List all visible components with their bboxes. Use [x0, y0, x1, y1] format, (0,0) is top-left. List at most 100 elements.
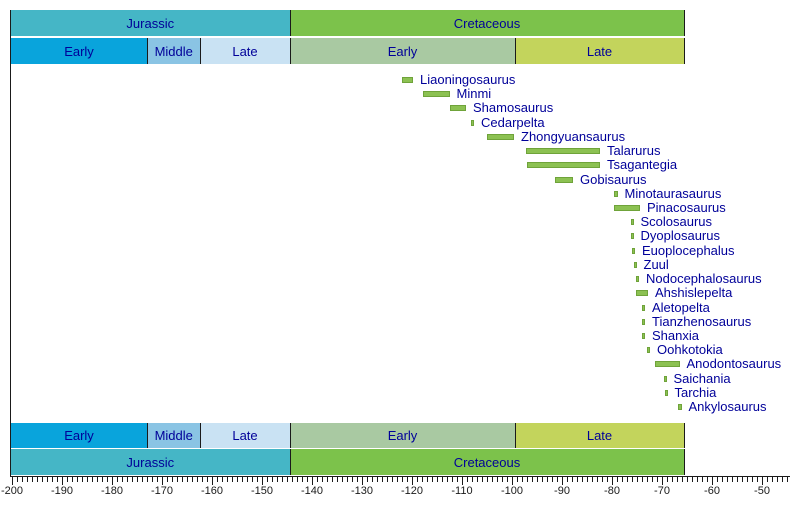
taxon-link-talarurus[interactable]: Talarurus [607, 143, 661, 159]
axis-major-tick [262, 477, 263, 485]
taxon-link-oohkotokia[interactable]: Oohkotokia [657, 342, 723, 358]
axis-minor-tick [17, 477, 18, 482]
axis-minor-tick [452, 477, 453, 482]
axis-tick-label: -90 [554, 485, 570, 497]
axis-minor-tick [122, 477, 123, 482]
taxon-link-tianzhenosaurus[interactable]: Tianzhenosaurus [652, 313, 752, 329]
taxon-link-dyoplosaurus[interactable]: Dyoplosaurus [640, 228, 721, 244]
axis-major-tick [312, 477, 313, 485]
axis-minor-tick [722, 477, 723, 482]
axis-minor-tick [357, 477, 358, 482]
axis-minor-tick [57, 477, 58, 482]
axis-minor-tick [447, 477, 448, 482]
axis-minor-tick [197, 477, 198, 482]
taxon-bar-minotaurasaurus [613, 190, 618, 197]
axis-minor-tick [182, 477, 183, 482]
axis-minor-tick [787, 477, 788, 482]
axis-minor-tick [207, 477, 208, 482]
axis-minor-tick [72, 477, 73, 482]
taxon-link-cedarpelta[interactable]: Cedarpelta [481, 114, 545, 130]
taxon-link-anodontosaurus[interactable]: Anodontosaurus [686, 356, 782, 372]
taxon-link-aletopelta[interactable]: Aletopelta [652, 299, 710, 315]
taxon-link-minmi[interactable]: Minmi [456, 86, 492, 102]
axis-minor-tick [522, 477, 523, 482]
epoch-late: Late [199, 423, 290, 448]
taxon-link-tarchia[interactable]: Tarchia [674, 384, 717, 400]
axis-minor-tick [252, 477, 253, 482]
axis-minor-tick [402, 477, 403, 482]
axis-minor-tick [287, 477, 288, 482]
axis-minor-tick [702, 477, 703, 482]
taxon-link-shanxia[interactable]: Shanxia [652, 327, 699, 343]
taxon-link-ahshislepelta[interactable]: Ahshislepelta [655, 285, 733, 301]
period-jurassic: Jurassic [10, 10, 290, 36]
taxon-link-minotaurasaurus[interactable]: Minotaurasaurus [624, 185, 722, 201]
axis-minor-tick [377, 477, 378, 482]
axis-major-tick [762, 477, 763, 485]
taxon-bar-cedarpelta [471, 119, 474, 126]
axis-minor-tick [422, 477, 423, 482]
axis-minor-tick [242, 477, 243, 482]
taxon-link-saichania[interactable]: Saichania [673, 370, 731, 386]
axis-minor-tick [547, 477, 548, 482]
axis-major-tick [712, 477, 713, 485]
epoch-middle: Middle [147, 423, 200, 448]
axis-minor-tick [317, 477, 318, 482]
taxon-link-ankylosaurus[interactable]: Ankylosaurus [688, 399, 767, 415]
period-cretaceous: Cretaceous [289, 449, 685, 475]
taxon-link-tsagantegia[interactable]: Tsagantegia [607, 157, 678, 173]
axis-minor-tick [332, 477, 333, 482]
axis-minor-tick [492, 477, 493, 482]
axis-minor-tick [582, 477, 583, 482]
axis-minor-tick [67, 477, 68, 482]
taxon-link-nodocephalosaurus[interactable]: Nodocephalosaurus [646, 271, 762, 287]
axis-minor-tick [302, 477, 303, 482]
axis-minor-tick [52, 477, 53, 482]
axis-major-tick [412, 477, 413, 485]
axis-minor-tick [652, 477, 653, 482]
axis-minor-tick [757, 477, 758, 482]
taxon-link-pinacosaurus[interactable]: Pinacosaurus [647, 199, 726, 215]
taxon-link-gobisaurus[interactable]: Gobisaurus [580, 171, 647, 187]
taxon-link-zhongyuansaurus[interactable]: Zhongyuansaurus [521, 128, 626, 144]
axis-tick-label: -160 [200, 485, 224, 497]
axis-minor-tick [467, 477, 468, 482]
taxon-link-liaoningosaurus[interactable]: Liaoningosaurus [420, 72, 516, 87]
axis-tick-label: -60 [704, 485, 720, 497]
axis-minor-tick [482, 477, 483, 482]
axis-major-tick [662, 477, 663, 485]
axis-minor-tick [117, 477, 118, 482]
axis-minor-tick [427, 477, 428, 482]
axis-minor-tick [682, 477, 683, 482]
axis-minor-tick [782, 477, 783, 482]
period-cretaceous: Cretaceous [289, 10, 685, 36]
axis-minor-tick [137, 477, 138, 482]
axis-minor-tick [667, 477, 668, 482]
taxon-link-euoplocephalus[interactable]: Euoplocephalus [642, 242, 735, 258]
axis-minor-tick [307, 477, 308, 482]
axis-minor-tick [502, 477, 503, 482]
taxon-link-zuul[interactable]: Zuul [643, 256, 669, 272]
axis-minor-tick [277, 477, 278, 482]
taxon-link-scolosaurus[interactable]: Scolosaurus [640, 214, 713, 230]
axis-minor-tick [552, 477, 553, 482]
epoch-label: Late [232, 43, 258, 59]
axis-minor-tick [637, 477, 638, 482]
axis-minor-tick [222, 477, 223, 482]
axis-minor-tick [572, 477, 573, 482]
period-label: Cretaceous [453, 454, 521, 470]
axis-minor-tick [297, 477, 298, 482]
axis-minor-tick [417, 477, 418, 482]
taxon-bar-shamosaurus [449, 105, 466, 112]
axis-minor-tick [602, 477, 603, 482]
axis-minor-tick [327, 477, 328, 482]
axis-minor-tick [142, 477, 143, 482]
epoch-label: Late [586, 428, 613, 443]
axis-minor-tick [372, 477, 373, 482]
axis-minor-tick [472, 477, 473, 482]
axis-minor-tick [97, 477, 98, 482]
axis-minor-tick [592, 477, 593, 482]
taxon-link-shamosaurus[interactable]: Shamosaurus [473, 100, 554, 116]
period-jurassic: Jurassic [10, 449, 290, 475]
epoch-label: Middle [154, 428, 193, 443]
